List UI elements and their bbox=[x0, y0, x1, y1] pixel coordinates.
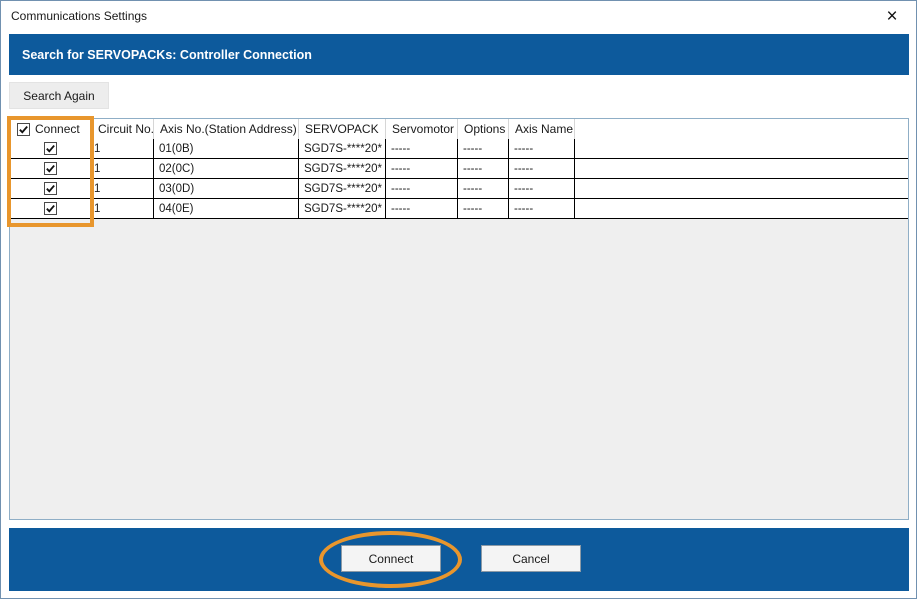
row-connect-checkbox[interactable] bbox=[44, 142, 57, 155]
cell-connect bbox=[10, 139, 92, 158]
header-servopack: SERVOPACK bbox=[299, 119, 386, 139]
cell-servopack: SGD7S-****20* bbox=[299, 159, 386, 178]
header-connect: Connect bbox=[10, 119, 92, 139]
cell-axis-no: 04(0E) bbox=[154, 199, 299, 218]
cell-axis-no: 03(0D) bbox=[154, 179, 299, 198]
cell-filler bbox=[575, 199, 908, 218]
checkmark-icon bbox=[19, 125, 28, 134]
cell-circuit-no: 1 bbox=[92, 199, 154, 218]
cell-axis-no: 01(0B) bbox=[154, 139, 299, 158]
cell-circuit-no: 1 bbox=[92, 159, 154, 178]
select-all-checkbox[interactable] bbox=[17, 122, 30, 136]
row-connect-checkbox[interactable] bbox=[44, 202, 57, 215]
header-connect-label: Connect bbox=[35, 122, 80, 136]
cancel-button[interactable]: Cancel bbox=[481, 545, 581, 572]
table-header-row: Connect Circuit No. Axis No.(Station Add… bbox=[10, 119, 908, 139]
checkmark-icon bbox=[46, 164, 55, 173]
cell-connect bbox=[10, 179, 92, 198]
window-title: Communications Settings bbox=[11, 9, 148, 23]
cell-servopack: SGD7S-****20* bbox=[299, 199, 386, 218]
header-axis-name: Axis Name bbox=[509, 119, 575, 139]
footer-bar: Connect Cancel bbox=[9, 528, 909, 591]
cell-connect bbox=[10, 199, 92, 218]
header-filler bbox=[575, 119, 908, 139]
cell-filler bbox=[575, 139, 908, 158]
table-empty-area bbox=[10, 219, 908, 519]
cell-axis-name: ----- bbox=[509, 139, 575, 158]
close-icon[interactable]: × bbox=[886, 5, 898, 27]
header-circuit-no: Circuit No. bbox=[92, 119, 154, 139]
cell-filler bbox=[575, 179, 908, 198]
cell-connect bbox=[10, 159, 92, 178]
checkmark-icon bbox=[46, 184, 55, 193]
cell-servopack: SGD7S-****20* bbox=[299, 139, 386, 158]
cell-options: ----- bbox=[458, 199, 509, 218]
table-row[interactable]: 1 03(0D) SGD7S-****20* ----- ----- ----- bbox=[10, 179, 908, 199]
cell-servomotor: ----- bbox=[386, 139, 458, 158]
cell-axis-name: ----- bbox=[509, 159, 575, 178]
page-title-banner: Search for SERVOPACKs: Controller Connec… bbox=[9, 34, 909, 75]
cell-circuit-no: 1 bbox=[92, 179, 154, 198]
cell-servopack: SGD7S-****20* bbox=[299, 179, 386, 198]
titlebar: Communications Settings × bbox=[1, 1, 916, 34]
connect-button[interactable]: Connect bbox=[341, 545, 441, 572]
cell-axis-name: ----- bbox=[509, 199, 575, 218]
cancel-button-label: Cancel bbox=[512, 551, 550, 566]
cell-servomotor: ----- bbox=[386, 199, 458, 218]
connect-button-label: Connect bbox=[368, 551, 414, 566]
header-servomotor: Servomotor bbox=[386, 119, 458, 139]
table-row[interactable]: 1 02(0C) SGD7S-****20* ----- ----- ----- bbox=[10, 159, 908, 179]
row-connect-checkbox[interactable] bbox=[44, 182, 57, 195]
checkmark-icon bbox=[46, 204, 55, 213]
cell-axis-no: 02(0C) bbox=[154, 159, 299, 178]
cell-circuit-no: 1 bbox=[92, 139, 154, 158]
cell-servomotor: ----- bbox=[386, 179, 458, 198]
servopack-table: Connect Circuit No. Axis No.(Station Add… bbox=[9, 118, 909, 520]
cell-servomotor: ----- bbox=[386, 159, 458, 178]
search-again-label: Search Again bbox=[23, 88, 95, 103]
cell-axis-name: ----- bbox=[509, 179, 575, 198]
row-connect-checkbox[interactable] bbox=[44, 162, 57, 175]
header-axis-no: Axis No.(Station Address) bbox=[154, 119, 299, 139]
table-row[interactable]: 1 01(0B) SGD7S-****20* ----- ----- ----- bbox=[10, 139, 908, 159]
table-row[interactable]: 1 04(0E) SGD7S-****20* ----- ----- ----- bbox=[10, 199, 908, 219]
cell-options: ----- bbox=[458, 139, 509, 158]
checkmark-icon bbox=[46, 144, 55, 153]
cell-filler bbox=[575, 159, 908, 178]
cell-options: ----- bbox=[458, 159, 509, 178]
header-options: Options bbox=[458, 119, 509, 139]
cell-options: ----- bbox=[458, 179, 509, 198]
page-title: Search for SERVOPACKs: Controller Connec… bbox=[22, 47, 312, 62]
search-again-button[interactable]: Search Again bbox=[9, 82, 109, 109]
